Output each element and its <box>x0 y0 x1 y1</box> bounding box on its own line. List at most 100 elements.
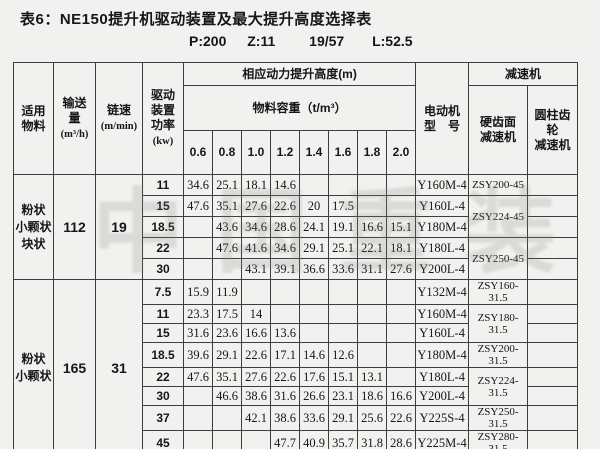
height-value-cell: 17.5 <box>328 195 358 217</box>
density-col-0.8: 0.8 <box>212 130 242 175</box>
height-value-cell <box>212 430 242 449</box>
height-value-cell <box>385 304 417 324</box>
motor-model-cell: Y132M-4 <box>415 279 470 305</box>
height-value-cell: 20 <box>299 195 329 217</box>
density-col-1.6: 1.6 <box>328 130 358 175</box>
cylindrical-reducer-cell <box>527 304 579 324</box>
table-row: 22 47.6 41.6 34.6 29.1 25.1 22.1 18.1 Y180L-4 ZSY… <box>14 237 579 280</box>
height-value-cell: 29.1 <box>212 342 242 368</box>
param-p: P:200 <box>189 33 227 49</box>
height-value-cell: 15.1 <box>385 216 417 238</box>
power-cell: 37 <box>142 405 184 431</box>
height-value-cell: 17.1 <box>270 342 300 368</box>
density-col-2.0: 2.0 <box>385 130 417 175</box>
height-value-cell <box>385 195 417 217</box>
col-header-throughput: 输送量 (m³/h) <box>53 62 96 175</box>
power-cell: 30 <box>142 386 184 406</box>
height-value-cell: 33.6 <box>299 405 329 431</box>
power-cell: 7.5 <box>142 279 184 305</box>
height-value-cell: 31.6 <box>183 323 213 343</box>
height-value-cell <box>385 279 417 305</box>
height-value-cell: 35.7 <box>328 430 358 449</box>
height-value-cell <box>385 174 417 196</box>
height-value-cell: 29.1 <box>328 405 358 431</box>
height-value-cell <box>357 342 387 368</box>
hard-gear-reducer-cell: ZSY250-31.5 <box>468 405 529 431</box>
height-value-cell <box>328 279 358 305</box>
height-value-cell <box>328 174 358 196</box>
height-value-cell: 24.1 <box>299 216 329 238</box>
height-value-cell: 27.6 <box>385 258 417 280</box>
page-title: 表6：NE150提升机驱动装置及最大提升高度选择表 <box>20 11 372 28</box>
height-value-cell <box>357 323 387 343</box>
height-value-cell: 27.6 <box>241 367 271 387</box>
col-header-reducer: 减速机 <box>468 62 579 86</box>
hard-gear-reducer-cell: ZSY280-31.5 <box>468 430 529 449</box>
height-value-cell <box>183 430 213 449</box>
height-value-cell: 25.1 <box>212 174 242 196</box>
header-row-1: 适用 物料 输送量 (m³/h) 链速 (m/min) 驱动 装置 功率 (kw) 相应动力… <box>13 62 579 175</box>
height-value-cell: 35.1 <box>212 195 242 217</box>
cylindrical-reducer-cell <box>527 367 579 387</box>
cylindrical-reducer-cell <box>527 323 579 343</box>
col-header-cylindrical-reducer: 圆柱齿轮减速机 <box>527 85 579 175</box>
parameters-line: P:200 Z:11 19/57 L:52.5 <box>189 33 413 49</box>
height-value-cell: 16.6 <box>241 323 271 343</box>
density-col-1.8: 1.8 <box>357 130 387 175</box>
height-value-cell: 47.6 <box>183 367 213 387</box>
param-l: L:52.5 <box>372 33 413 49</box>
col-header-chain-speed: 链速 (m/min) <box>95 62 143 175</box>
power-cell: 11 <box>142 304 184 324</box>
motor-model-cell: Y200L-4 <box>415 258 470 280</box>
param-z: Z:11 <box>247 33 276 49</box>
power-cell: 45 <box>142 430 184 449</box>
height-value-cell: 38.6 <box>241 386 271 406</box>
height-value-cell: 35.1 <box>212 367 242 387</box>
height-value-cell: 23.1 <box>328 386 358 406</box>
height-value-cell <box>299 279 329 305</box>
height-value-cell: 26.6 <box>299 386 329 406</box>
height-value-cell: 18.1 <box>385 237 417 259</box>
selection-table: 适用 物料 输送量 (m³/h) 链速 (m/min) 驱动 装置 功率 (kw) 相应动力… <box>13 62 579 449</box>
col-header-material: 适用 物料 <box>13 62 54 175</box>
throughput-cell: 165 <box>53 279 96 449</box>
cylindrical-reducer-cell <box>527 342 579 368</box>
height-value-cell <box>270 304 300 324</box>
hard-gear-reducer-cell: ZSY250-45 <box>468 237 529 280</box>
height-value-cell: 47.6 <box>212 237 242 259</box>
height-value-cell: 38.6 <box>270 405 300 431</box>
table-row: 45 47.7 40.9 35.7 31.8 28.6 Y225M-4 ZSY280-31.5 <box>14 430 579 449</box>
density-col-1.0: 1.0 <box>241 130 271 175</box>
cylindrical-reducer-cell <box>527 195 579 217</box>
height-value-cell: 34.6 <box>241 216 271 238</box>
motor-model-cell: Y160L-4 <box>415 323 470 343</box>
height-value-cell: 19.1 <box>328 216 358 238</box>
height-value-cell: 14 <box>241 304 271 324</box>
throughput-cell: 112 <box>53 174 96 280</box>
power-cell: 11 <box>142 174 184 196</box>
col-header-lift-height: 相应动力提升高度(m) <box>182 62 417 86</box>
height-value-cell: 47.7 <box>270 430 300 449</box>
height-value-cell: 22.6 <box>241 342 271 368</box>
motor-model-cell: Y225S-4 <box>415 405 470 431</box>
height-value-cell: 22.6 <box>270 195 300 217</box>
height-value-cell: 15.1 <box>328 367 358 387</box>
height-value-cell: 34.6 <box>183 174 213 196</box>
table-row: 粉状 小颗状 块状 112 19 11 34.6 25.1 18.1 14.6 Y160M-4 ZSY… <box>13 174 579 280</box>
height-value-cell <box>385 323 417 343</box>
power-cell: 30 <box>142 258 184 280</box>
height-value-cell <box>357 279 387 305</box>
height-value-cell: 28.6 <box>385 430 417 449</box>
table-row: 11 23.3 17.5 14 Y160M-4 ZSY180-31.5 <box>14 304 579 343</box>
power-cell: 18.5 <box>142 342 184 368</box>
density-col-1.2: 1.2 <box>270 130 300 175</box>
height-value-cell: 18.6 <box>357 386 387 406</box>
cylindrical-reducer-cell <box>527 386 579 406</box>
hard-gear-reducer-cell: ZSY224-45 <box>468 195 529 238</box>
cylindrical-reducer-cell <box>527 237 579 259</box>
height-value-cell <box>241 279 271 305</box>
height-value-cell: 11.9 <box>212 279 242 305</box>
height-value-cell <box>385 367 417 387</box>
height-value-cell: 22.6 <box>270 367 300 387</box>
